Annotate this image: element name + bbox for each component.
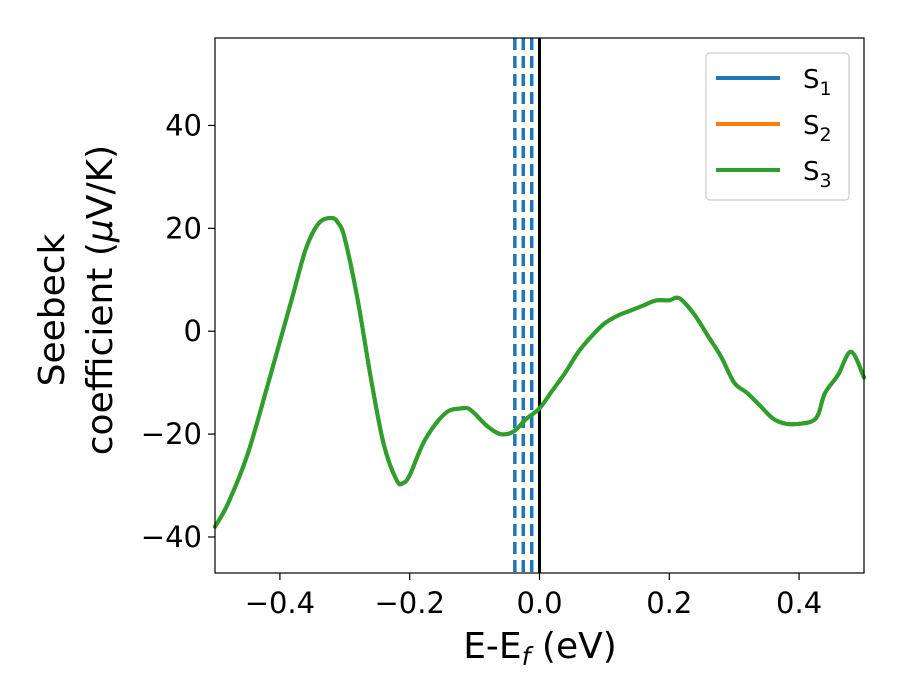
x-tick-label: 0.2 [646,586,692,620]
x-tick-label: 0.4 [776,586,822,620]
x-tick-label: −0.4 [245,586,315,620]
y-axis-label: Seebeck coefficient (μV/K) [32,145,121,455]
legend: S1 S2 S3 [705,52,850,201]
y-tick-label: 0 [184,314,202,348]
y-axis-ticks: −40 −20 0 20 40 [141,108,215,554]
y-tick-label: 40 [165,108,202,142]
series-line-s3 [213,216,866,529]
y-tick-label: −20 [141,417,202,451]
x-axis-label: E-Ef (eV) [463,626,617,671]
x-tick-label: 0.0 [516,586,562,620]
reference-lines [513,38,541,573]
y-tick-label: −40 [141,520,202,554]
x-axis-ticks: −0.4 −0.2 0.0 0.2 0.4 [245,573,822,620]
y-axis-label-line1: Seebeck [32,233,73,386]
legend-label-s1: S1 [803,65,832,100]
series-lines [213,216,866,529]
y-tick-label: 20 [165,211,202,245]
x-tick-label: −0.2 [374,586,444,620]
legend-label-s2: S2 [803,111,832,146]
legend-label-s3: S3 [803,157,832,192]
y-axis-label-line2: coefficient (μV/K) [80,145,121,455]
legend-box [705,52,850,201]
